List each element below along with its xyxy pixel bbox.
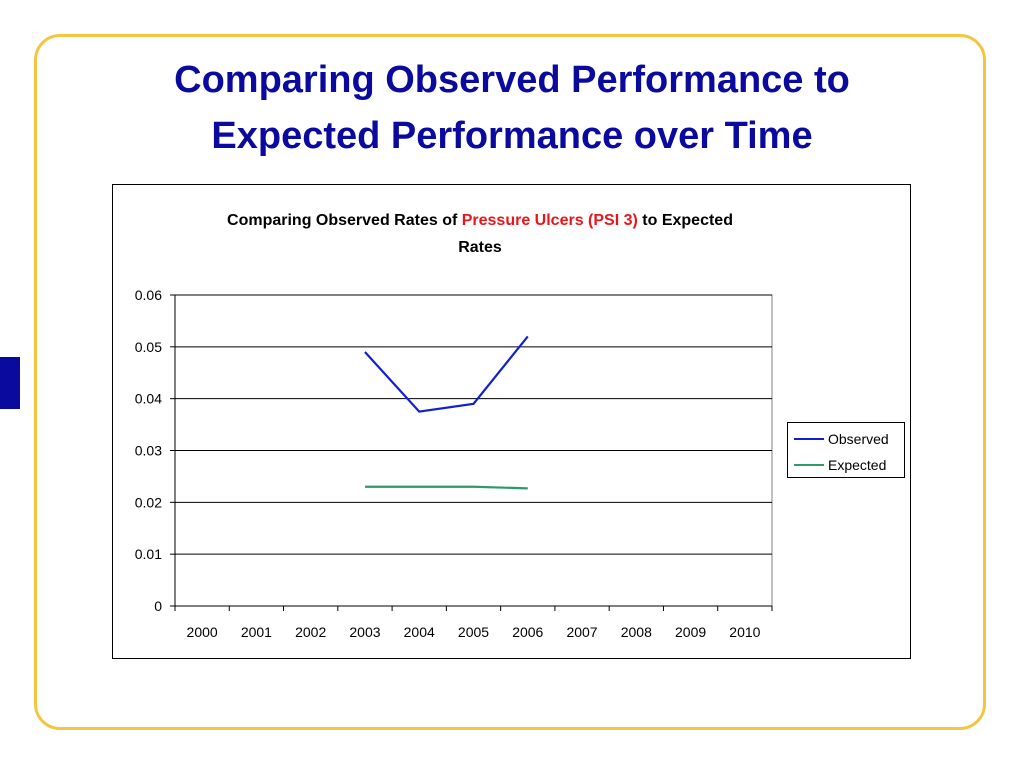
x-tick-label: 2000 (187, 624, 218, 640)
x-tick-label: 2006 (512, 624, 543, 640)
slide-frame (34, 34, 986, 730)
legend-swatch-expected (794, 464, 824, 466)
x-tick-label: 2008 (621, 624, 652, 640)
x-tick-label: 2007 (566, 624, 597, 640)
x-tick-label: 2004 (404, 624, 435, 640)
legend-item-observed: Observed (794, 429, 889, 449)
slide-title-line-1: Comparing Observed Performance to (174, 59, 850, 101)
y-tick-label: 0 (154, 598, 162, 614)
slide-title: Comparing Observed Performance to Expect… (60, 52, 964, 164)
chart-legend: Observed Expected (787, 422, 905, 478)
slide-title-line-2: Expected Performance over Time (211, 115, 813, 157)
legend-label-expected: Expected (828, 457, 887, 473)
y-tick-label: 0.02 (135, 494, 162, 510)
legend-swatch-observed (794, 438, 824, 440)
x-tick-label: 2002 (295, 624, 326, 640)
x-tick-label: 2009 (675, 624, 706, 640)
legend-item-expected: Expected (794, 455, 886, 475)
chart-title-highlight: Pressure Ulcers (PSI 3) (461, 212, 638, 229)
chart-title-part-3: to Expected (637, 212, 733, 229)
series-line-observed (364, 335, 529, 413)
y-tick-label: 0.06 (135, 287, 162, 303)
x-tick-label: 2005 (458, 624, 489, 640)
y-tick-label: 0.01 (135, 546, 162, 562)
chart-title: Comparing Observed Rates of Pressure Ulc… (160, 207, 800, 261)
x-tick-label: 2003 (349, 624, 380, 640)
chart-area (112, 184, 911, 659)
x-tick-label: 2001 (241, 624, 272, 640)
side-accent-tab (0, 357, 20, 409)
chart-title-part-1: Comparing Observed Rates of (227, 212, 462, 229)
legend-label-observed: Observed (828, 431, 889, 447)
y-tick-label: 0.05 (135, 339, 162, 355)
y-tick-label: 0.03 (135, 443, 162, 459)
y-tick-label: 0.04 (135, 391, 162, 407)
chart-title-part-4: Rates (458, 239, 502, 256)
series-line-expected (364, 485, 528, 490)
x-tick-label: 2010 (729, 624, 760, 640)
